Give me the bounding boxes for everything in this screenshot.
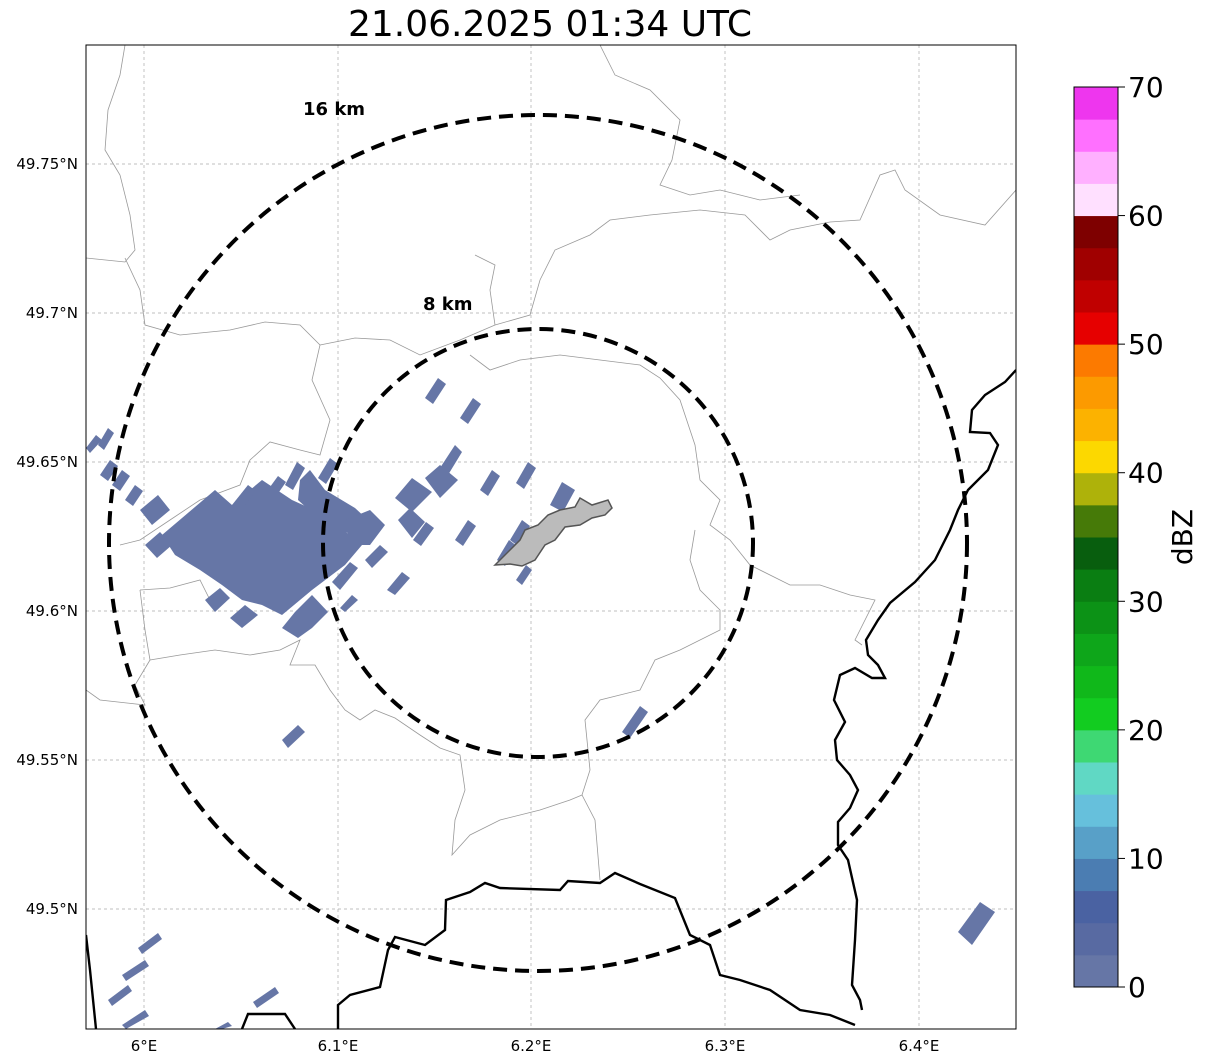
colorbar-segment [1074,440,1118,474]
municipal-boundaries [86,45,1016,881]
colorbar [1074,87,1118,988]
longitude-ticks: 6°E 6.1°E 6.2°E 6.3°E 6.4°E [131,1037,940,1055]
colorbar-segment [1074,762,1118,795]
city-area [493,496,613,567]
colorbar-segment [1074,504,1118,538]
plot-frame [85,44,1017,1030]
colorbar-segment [1074,633,1118,667]
colorbar-tick-label: 60 [1128,200,1164,233]
colorbar-segment [1074,87,1118,120]
map-title: 21.06.2025 01:34 UTC [347,4,753,45]
colorbar-frame [1073,86,1119,988]
colorbar-segment [1074,954,1118,988]
colorbar-segment [1074,344,1118,377]
radar-echoes [86,378,995,1029]
colorbar-tick-label: 10 [1128,842,1164,875]
lon-tick: 6.3°E [705,1037,746,1055]
colorbar-segment [1074,537,1118,570]
range-ring-label-8km: 8 km [423,294,473,315]
range-ring-16km [107,113,969,973]
lat-tick: 49.55°N [16,751,78,769]
colorbar-segment [1074,665,1118,699]
colorbar-segment [1074,312,1118,345]
colorbar-segment [1074,247,1118,281]
lon-tick: 6°E [131,1037,158,1055]
colorbar-segment [1074,215,1118,249]
colorbar-segment [1074,601,1118,634]
lat-tick: 49.75°N [16,155,78,173]
colorbar-segment [1074,472,1118,506]
range-rings [107,113,969,973]
lat-tick: 49.6°N [26,602,78,620]
colorbar-tick-label: 50 [1128,328,1164,361]
lat-tick: 49.5°N [26,900,78,918]
colorbar-segment [1074,697,1118,731]
colorbar-ticks: 0 10 20 30 40 50 60 70 [1118,71,1164,1004]
colorbar-segment [1074,279,1118,313]
lat-tick: 49.65°N [16,453,78,471]
range-ring-label-16km: 16 km [303,99,365,120]
colorbar-segment [1074,569,1118,602]
national-borders [86,369,1016,1029]
colorbar-tick-label: 20 [1128,714,1164,747]
colorbar-segment [1074,408,1118,442]
lon-tick: 6.1°E [318,1037,359,1055]
colorbar-label: dBZ [1166,509,1199,565]
colorbar-segment [1074,119,1118,152]
colorbar-tick-label: 70 [1128,71,1164,104]
colorbar-segment [1074,922,1118,956]
colorbar-segment [1074,151,1118,184]
colorbar-segment [1074,826,1118,859]
lat-tick: 49.7°N [26,304,78,322]
colorbar-segment [1074,794,1118,827]
colorbar-tick-label: 40 [1128,457,1164,490]
lon-tick: 6.2°E [511,1037,552,1055]
colorbar-segment [1074,376,1118,409]
colorbar-segment [1074,183,1118,217]
colorbar-segment [1074,729,1118,763]
lon-tick: 6.4°E [899,1037,940,1055]
colorbar-segment [1074,858,1118,892]
range-ring-8km [321,327,755,759]
colorbar-segment [1074,890,1118,924]
colorbar-tick-label: 30 [1128,585,1164,618]
latitude-ticks: 49.75°N 49.7°N 49.65°N 49.6°N 49.55°N 49… [16,155,78,918]
colorbar-tick-label: 0 [1128,971,1146,1004]
